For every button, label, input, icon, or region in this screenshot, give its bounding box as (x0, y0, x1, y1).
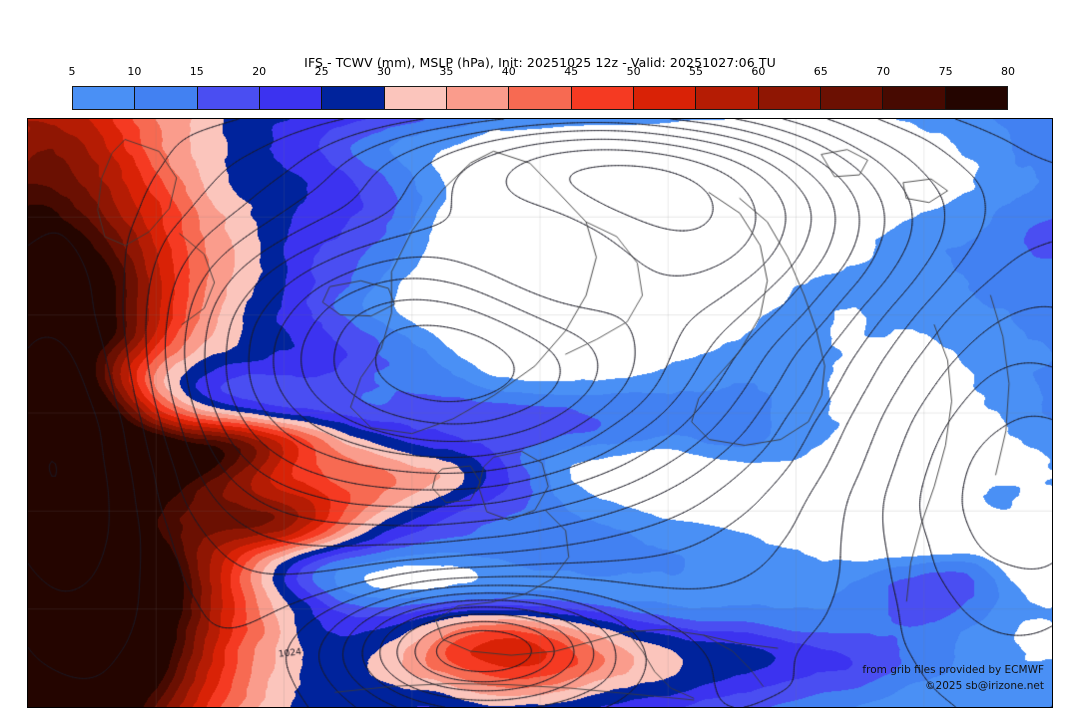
colorbar-tick-label: 55 (689, 65, 703, 78)
colorbar-segment (758, 87, 821, 109)
colorbar-segment (197, 87, 260, 109)
colorbar-tick-label: 70 (876, 65, 891, 78)
colorbar-segment (883, 87, 946, 109)
colorbar-tick-label: 75 (938, 65, 953, 78)
colorbar-tick-label: 80 (1001, 65, 1015, 78)
map-panel[interactable]: from grib files provided by ECMWF ©2025 … (27, 118, 1053, 708)
colorbar-tick-label: 15 (189, 65, 204, 78)
colorbar-segment (384, 87, 447, 109)
colorbar-gradient-strip (72, 86, 1008, 110)
colorbar-segment (73, 87, 136, 109)
colorbar-segment (696, 87, 759, 109)
colorbar-tick-label: 25 (314, 65, 329, 78)
colorbar-tick-label: 50 (626, 65, 641, 78)
colorbar-tick-label: 45 (564, 65, 579, 78)
colorbar-segment (135, 87, 198, 109)
data-source-credit: from grib files provided by ECMWF (862, 664, 1044, 676)
colorbar-segment (509, 87, 572, 109)
colorbar-tick-label: 40 (501, 65, 516, 78)
colorbar-segment (446, 87, 510, 109)
colorbar-tick-label: 20 (252, 65, 267, 78)
tcwv-mslp-map[interactable] (28, 119, 1052, 707)
page-title: IFS - TCWV (mm), MSLP (hPa), Init: 20251… (304, 55, 776, 70)
colorbar-segment (820, 87, 884, 109)
colorbar: 5 10 15 20 25 30 35 40 45 50 55 60 65 70 75 80 (69, 65, 1015, 110)
colorbar-segment (633, 87, 697, 109)
colorbar-tick-label: 10 (127, 65, 142, 78)
colorbar-tick-label: 35 (439, 65, 454, 78)
colorbar-tick-label: 5 (68, 65, 76, 78)
colorbar-tick-label: 65 (813, 65, 828, 78)
colorbar-tick-labels: 5 10 15 20 25 30 35 40 45 50 55 60 65 70 75 80 (68, 65, 1016, 81)
colorbar-segment (571, 87, 634, 109)
colorbar-segment (945, 87, 1007, 109)
colorbar-segment (259, 87, 323, 109)
colorbar-tick-label: 30 (377, 65, 391, 78)
colorbar-tick-label: 60 (751, 65, 766, 78)
colorbar-segment (322, 87, 385, 109)
copyright-credit: ©2025 sb@irizone.net (925, 680, 1044, 692)
